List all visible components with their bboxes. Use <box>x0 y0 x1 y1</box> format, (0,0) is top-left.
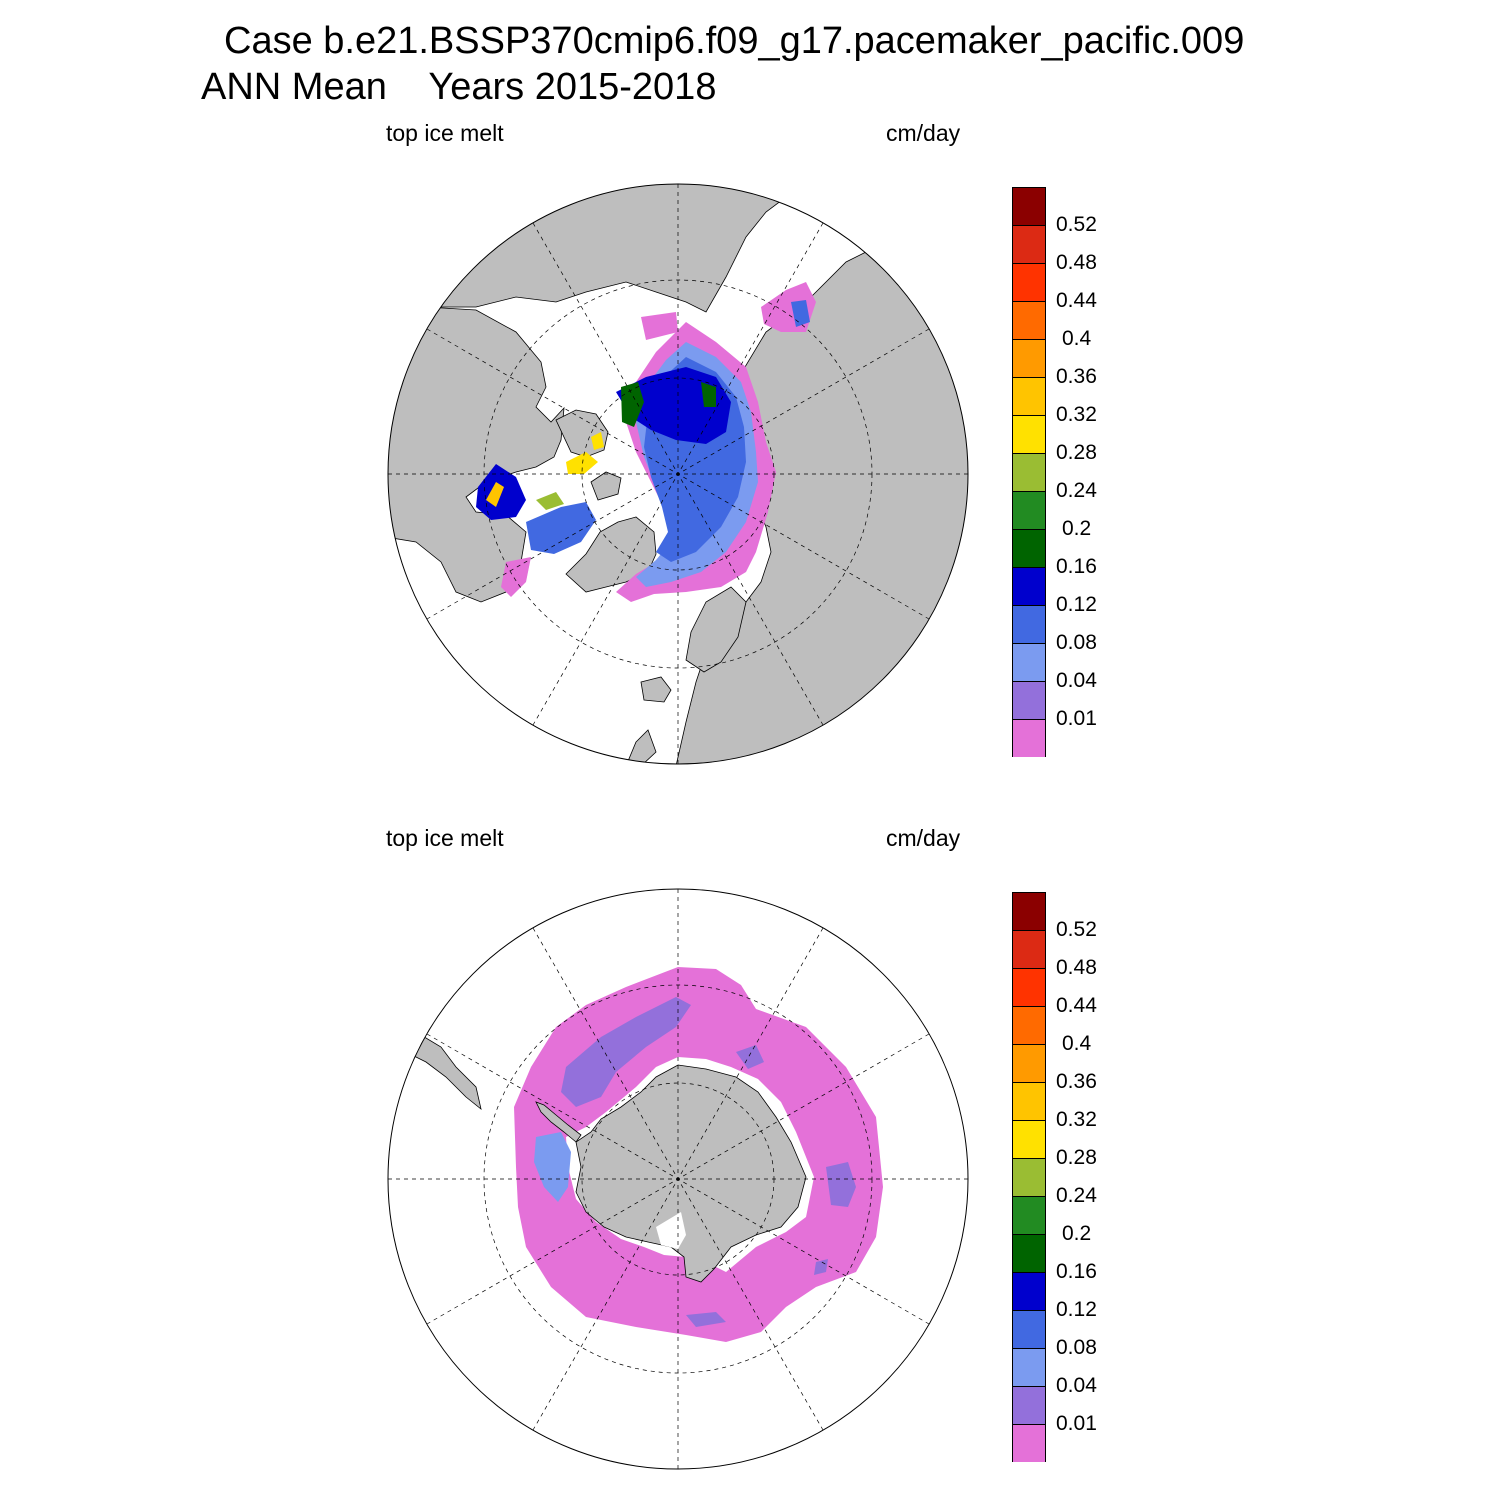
colorbar-tick-label: 0.08 <box>1056 631 1097 654</box>
colorbar-swatch <box>1012 1386 1046 1424</box>
antarctic-peninsula-land <box>535 1101 582 1143</box>
arctic-polar-map <box>387 183 969 765</box>
colorbar-tick-label: 0.4 <box>1062 1032 1092 1055</box>
colorbar-tick-label: 0.24 <box>1056 1184 1097 1207</box>
colorbar-tick-label: 0.52 <box>1056 918 1097 941</box>
north-graticule <box>388 184 968 764</box>
south-units-label: cm/day <box>886 825 961 851</box>
colorbar-swatch <box>1012 1348 1046 1386</box>
colorbar-swatch <box>1012 491 1046 529</box>
colorbar-tick-label: 0.2 <box>1062 1222 1092 1245</box>
ross-ice-shelf-white <box>656 1212 686 1249</box>
north-units-label: cm/day <box>886 120 961 146</box>
labrador-ice <box>501 557 531 597</box>
colorbar-swatch <box>1012 1082 1046 1120</box>
colorbar-swatch <box>1012 263 1046 301</box>
greenland-land <box>565 516 657 593</box>
colorbar-swatch <box>1012 681 1046 719</box>
colorbar-swatch <box>1012 968 1046 1006</box>
colorbar-tick-label: 0.04 <box>1056 1374 1097 1397</box>
colorbar-tick-label: 0.08 <box>1056 1336 1097 1359</box>
colorbar-tick-label: 0.28 <box>1056 1146 1097 1169</box>
hudson-bay-ice-yellow <box>486 482 504 507</box>
south-variable-label: top ice melt <box>386 825 504 851</box>
colorbar-tick-label: 0.01 <box>1056 707 1097 730</box>
colorbar-tick-label: 0.04 <box>1056 669 1097 692</box>
colorbar-swatch <box>1012 1272 1046 1310</box>
colorbar-swatch <box>1012 1234 1046 1272</box>
colorbar-swatch <box>1012 1424 1046 1462</box>
colorbar-tick-label: 0.32 <box>1056 403 1097 426</box>
colorbar-tick-label: 0.12 <box>1056 593 1097 616</box>
archipelago-ice-yellow <box>566 432 604 474</box>
colorbar-swatch <box>1012 1158 1046 1196</box>
north-map-border <box>387 183 969 765</box>
scandinavia-land <box>685 586 747 673</box>
colorbar-tick-label: 0.2 <box>1062 517 1092 540</box>
colorbar-swatch <box>1012 187 1046 225</box>
north-variable-label: top ice melt <box>386 120 504 146</box>
colorbar-swatch <box>1012 1196 1046 1234</box>
colorbar-tick-label: 0.4 <box>1062 327 1092 350</box>
arctic-ice-green <box>621 382 716 427</box>
colorbar-swatch <box>1012 339 1046 377</box>
colorbar-swatch <box>1012 1120 1046 1158</box>
baffin-ice-green <box>536 492 564 510</box>
colorbar-swatch <box>1012 301 1046 339</box>
antarctica-land <box>575 1064 807 1283</box>
antarctic-polar-map <box>387 888 969 1470</box>
colorbar-swatch <box>1012 567 1046 605</box>
colorbar-swatch <box>1012 643 1046 681</box>
colorbar-swatch <box>1012 415 1046 453</box>
colorbar-tick-label: 0.32 <box>1056 1108 1097 1131</box>
antarctic-ice-lightblue <box>534 1132 571 1202</box>
colorbar-tick-label: 0.01 <box>1056 1412 1097 1435</box>
colorbar-swatch <box>1012 1310 1046 1348</box>
colorbar-tick-label: 0.48 <box>1056 251 1097 274</box>
colorbar-tick-label: 0.16 <box>1056 555 1097 578</box>
colorbar-swatch <box>1012 719 1046 757</box>
colorbar-tick-label: 0.36 <box>1056 365 1097 388</box>
baffin-ice <box>526 502 596 554</box>
colorbar-tick-label: 0.44 <box>1056 994 1097 1017</box>
colorbar-swatch <box>1012 892 1046 930</box>
figure-title-case: Case b.e21.BSSP370cmip6.f09_g17.pacemake… <box>224 20 1245 62</box>
colorbar-tick-label: 0.52 <box>1056 213 1097 236</box>
colorbar-tick-label: 0.28 <box>1056 441 1097 464</box>
colorbar-swatch <box>1012 1006 1046 1044</box>
colorbar-tick-label: 0.36 <box>1056 1070 1097 1093</box>
north-colorbar: 0.52 0.48 0.44 0.4 0.36 0.32 0.28 0.24 0.2 0.16 0.… <box>1012 187 1097 757</box>
colorbar-tick-label: 0.16 <box>1056 1260 1097 1283</box>
south-graticule <box>388 889 968 1469</box>
south-map-border <box>387 888 969 1470</box>
colorbar-tick-label: 0.48 <box>1056 956 1097 979</box>
colorbar-swatch <box>1012 605 1046 643</box>
colorbar-swatch <box>1012 529 1046 567</box>
figure-title-period: ANN Mean Years 2015-2018 <box>201 66 717 108</box>
colorbar-tick-label: 0.12 <box>1056 1298 1097 1321</box>
colorbar-swatch <box>1012 225 1046 263</box>
colorbar-tick-label: 0.24 <box>1056 479 1097 502</box>
south-colorbar: 0.52 0.48 0.44 0.4 0.36 0.32 0.28 0.24 0.2 0.16 0.… <box>1012 892 1097 1462</box>
colorbar-swatch <box>1012 377 1046 415</box>
colorbar-swatch <box>1012 930 1046 968</box>
bering-ice <box>641 282 816 340</box>
colorbar-tick-label: 0.44 <box>1056 289 1097 312</box>
colorbar-swatch <box>1012 453 1046 491</box>
colorbar-swatch <box>1012 1044 1046 1082</box>
